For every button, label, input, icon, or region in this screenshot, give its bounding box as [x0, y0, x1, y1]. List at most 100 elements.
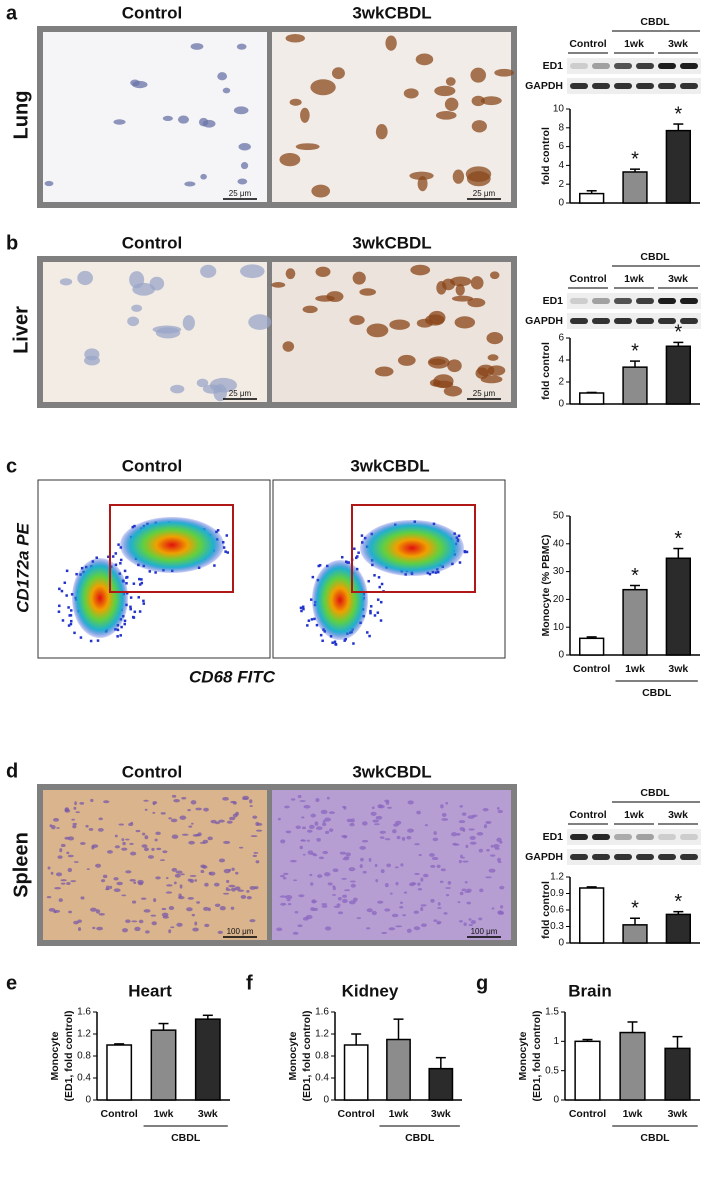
cell: [374, 366, 394, 377]
cell: [98, 913, 105, 916]
cell: [407, 800, 414, 805]
cell: [187, 878, 192, 882]
cell: [113, 888, 121, 892]
cell: [483, 824, 488, 829]
cell: [441, 818, 449, 821]
cell: [279, 895, 287, 898]
cell: [151, 847, 155, 851]
cell: [458, 820, 466, 824]
blot-band: [570, 834, 588, 840]
cell: [461, 812, 467, 816]
cell: [165, 876, 169, 880]
cell: [203, 807, 209, 812]
event-dot: [369, 605, 373, 608]
cell: [66, 882, 71, 886]
event-dot: [313, 617, 316, 621]
cell: [293, 879, 298, 882]
cell: [459, 891, 464, 896]
cell: [182, 315, 195, 331]
cell: [64, 807, 70, 812]
cell: [429, 853, 435, 857]
blot-row-label: ED1: [543, 295, 564, 307]
event-dot: [355, 556, 358, 560]
image-label: 3wkCBDL: [352, 3, 431, 22]
blot-row-label: GAPDH: [525, 315, 563, 327]
blot-group-label: CBDL: [640, 16, 670, 28]
cell: [70, 880, 77, 883]
cell: [488, 868, 496, 873]
y-tick-label: 1.2: [315, 1029, 329, 1040]
cell: [173, 799, 180, 803]
y-tick-label: 10: [553, 622, 565, 633]
event-dot: [352, 642, 355, 645]
blot-band: [614, 83, 632, 89]
bar: [194, 1018, 221, 1101]
cell: [246, 890, 250, 893]
event-dot: [123, 569, 127, 573]
y-tick-label: 1.6: [315, 1007, 329, 1018]
cell: [420, 923, 427, 927]
y-tick-label: 6: [558, 333, 564, 344]
blot-band: [570, 854, 588, 860]
cell: [109, 885, 113, 889]
y-tick-label: 1.2: [550, 872, 564, 883]
cell: [80, 896, 85, 900]
cell: [286, 899, 291, 902]
cell: [176, 922, 183, 927]
event-dot: [377, 576, 381, 579]
y-tick-label: 0: [558, 650, 564, 661]
cell: [143, 847, 149, 852]
y-tick-label: 6: [558, 141, 564, 152]
cell: [332, 868, 339, 873]
event-dot: [69, 609, 73, 612]
cell: [59, 848, 63, 853]
event-dot: [89, 639, 93, 643]
scale-bar-label: 25 μm: [229, 389, 252, 398]
event-dot: [463, 550, 467, 553]
cell: [191, 913, 196, 917]
event-dot: [129, 607, 132, 611]
cell: [452, 169, 465, 184]
cell: [314, 821, 319, 826]
cell: [121, 847, 128, 851]
cell: [457, 901, 461, 904]
cell: [497, 857, 501, 862]
event-dot: [138, 583, 142, 586]
density: [312, 560, 368, 640]
cell: [255, 829, 263, 832]
cell: [285, 895, 293, 900]
micrograph: [272, 262, 511, 402]
cell: [168, 817, 172, 820]
cell: [469, 841, 477, 845]
event-dot: [65, 569, 69, 573]
cell: [67, 854, 74, 858]
y-tick-label: 0: [553, 1095, 559, 1106]
bar: [106, 1044, 133, 1101]
blot-band: [614, 834, 632, 840]
blot-band: [680, 83, 698, 89]
cell: [300, 107, 310, 123]
event-dot: [140, 581, 144, 585]
cell: [475, 367, 489, 379]
event-dot: [311, 575, 315, 579]
cell: [141, 844, 148, 848]
cell: [315, 826, 323, 831]
y-tick-label: 8: [558, 122, 564, 133]
cell: [300, 839, 307, 842]
blot-band: [658, 298, 676, 304]
significance-label: *: [674, 891, 682, 913]
event-dot: [331, 641, 334, 644]
cell: [359, 288, 377, 296]
event-dot: [114, 563, 118, 567]
blot-band: [636, 854, 654, 860]
bar: [343, 1044, 369, 1101]
cell: [130, 851, 137, 856]
cell: [170, 384, 185, 394]
event-dot: [380, 582, 384, 586]
event-dot: [369, 609, 372, 613]
cell: [479, 888, 484, 893]
cell: [171, 834, 179, 839]
blot-band: [636, 298, 654, 304]
cell: [248, 314, 272, 330]
cell: [138, 919, 144, 924]
